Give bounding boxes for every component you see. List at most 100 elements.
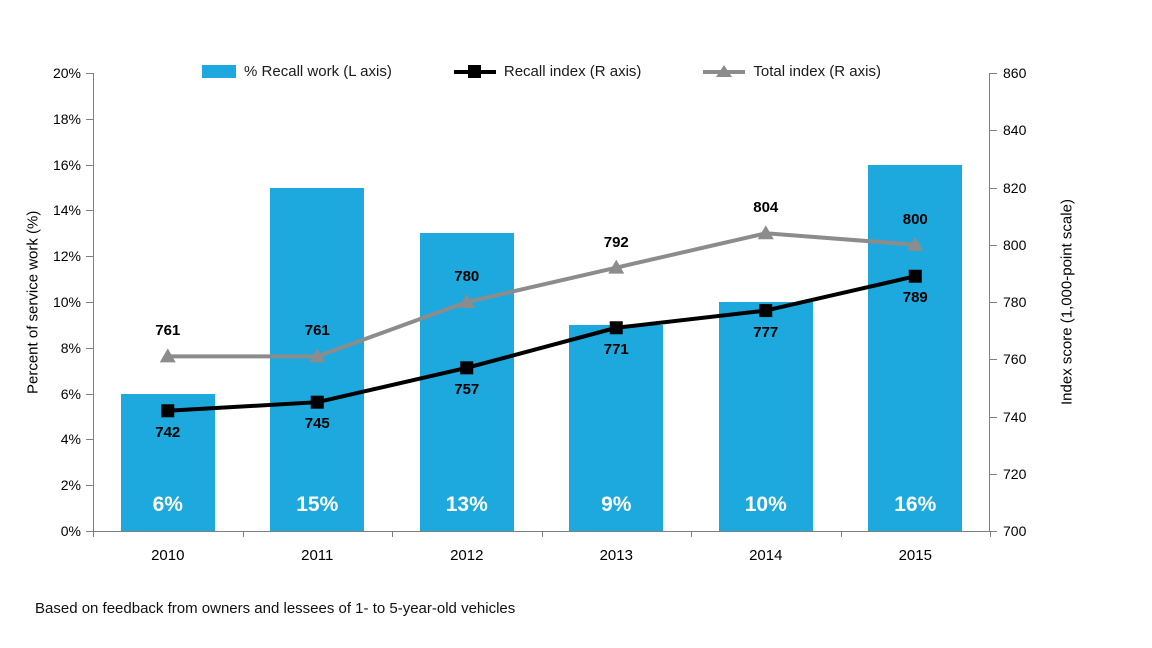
legend: % Recall work (L axis) Recall index (R a… <box>93 58 990 84</box>
bar-value-label: 10% <box>744 493 787 516</box>
recall-index-marker <box>908 269 922 283</box>
x-axis-tick <box>392 531 393 537</box>
recall-index-marker <box>609 321 623 335</box>
y-left-tick <box>86 393 93 395</box>
y-left-tick <box>86 531 93 532</box>
triangle-marker-line-icon <box>703 64 746 79</box>
y-left-tick-label: 16% <box>52 156 81 173</box>
y-left-tick <box>86 347 93 349</box>
recall-index-marker <box>310 395 324 409</box>
y-left-tick <box>86 118 93 120</box>
total-index-marker <box>907 236 924 251</box>
square-marker-line-icon <box>453 64 496 79</box>
recall-index-value-label: 745 <box>304 415 330 433</box>
total-index-marker <box>159 348 176 363</box>
y-right-tick-label: 720 <box>1003 465 1027 482</box>
x-tick-label: 2011 <box>301 547 334 564</box>
y-left-tick <box>86 485 93 487</box>
total-index-value-label: 761 <box>155 322 181 340</box>
y-left-tick-label: 6% <box>60 385 81 402</box>
bar-swatch-icon <box>202 64 237 78</box>
total-index-value-label: 761 <box>304 322 330 340</box>
bar-2013 <box>569 324 664 531</box>
x-axis-tick <box>990 531 991 537</box>
x-tick-label: 2010 <box>151 547 185 564</box>
recall-index-value-label: 757 <box>454 380 480 398</box>
x-axis-tick <box>691 531 692 537</box>
y-right-tick-label: 820 <box>1003 179 1027 196</box>
total-index-marker <box>757 225 774 240</box>
x-tick-label: 2014 <box>749 547 783 564</box>
y-left-tick <box>86 439 93 441</box>
recall-index-value-label: 777 <box>753 323 779 341</box>
y-left-tick-label: 2% <box>60 477 81 494</box>
total-index-marker <box>458 294 475 308</box>
y-right-tick <box>990 359 997 361</box>
y-right-tick-label: 740 <box>1003 408 1027 425</box>
bar-value-label: 16% <box>894 493 937 516</box>
total-index-line <box>167 231 916 359</box>
total-index-value-label: 800 <box>902 210 928 228</box>
legend-label: Recall index (R axis) <box>503 62 642 80</box>
x-tick-label: 2013 <box>599 547 633 564</box>
y-right-tick-label: 760 <box>1003 351 1027 368</box>
total-index-value-label: 804 <box>753 199 779 217</box>
recall-index-marker <box>759 304 773 318</box>
legend-item-recall-index: Recall index (R axis) <box>453 62 642 80</box>
bar-2012 <box>419 233 514 531</box>
total-index-value-label: 792 <box>603 233 629 251</box>
y-right-tick <box>990 244 997 246</box>
y-right-tick <box>990 73 997 74</box>
total-index-marker <box>309 348 326 363</box>
bar-value-label: 6% <box>152 493 183 516</box>
y-left-tick-label: 10% <box>52 294 81 310</box>
y-left-tick <box>86 302 93 303</box>
y-right-tick-label: 700 <box>1003 523 1027 539</box>
y-right-tick <box>990 130 997 132</box>
recall-index-value-label: 789 <box>902 289 928 307</box>
legend-item-total-index: Total index (R axis) <box>703 63 881 80</box>
bar-value-label: 13% <box>445 493 488 516</box>
footnote: Based on feedback from owners and lessee… <box>35 600 516 617</box>
legend-item-recall-work: % Recall work (L axis) <box>202 63 392 80</box>
y-left-tick <box>86 164 93 166</box>
x-axis-tick <box>93 531 94 537</box>
bar-value-label: 9% <box>601 493 632 516</box>
line-series-layer <box>159 225 924 418</box>
legend-label: Total index (R axis) <box>753 62 881 80</box>
recall-index-line <box>167 274 916 413</box>
x-axis-tick <box>840 531 842 537</box>
y-left-tick-label: 20% <box>52 65 81 81</box>
recall-index-value-label: 742 <box>155 423 181 441</box>
right-axis-title: Index score (1,000-point scale) <box>1058 199 1076 405</box>
y-left-tick-label: 0% <box>60 523 81 539</box>
y-right-tick <box>990 531 997 532</box>
y-right-tick-label: 860 <box>1003 65 1027 81</box>
bar-value-label: 15% <box>296 493 339 516</box>
y-left-tick-label: 18% <box>52 110 81 127</box>
y-right-tick <box>990 187 997 189</box>
y-left-tick-label: 12% <box>52 248 81 265</box>
x-tick-label: 2015 <box>898 547 932 564</box>
bar-2014 <box>718 302 813 531</box>
y-left-tick-label: 4% <box>60 431 81 448</box>
y-left-tick <box>86 210 93 212</box>
recall-index-marker <box>460 361 474 375</box>
bar-2015 <box>868 164 963 531</box>
recall-index-value-label: 771 <box>603 340 629 358</box>
total-index-marker <box>608 259 625 274</box>
y-left-tick <box>86 73 93 74</box>
x-axis-tick <box>541 531 543 537</box>
y-left-tick-label: 8% <box>60 339 81 356</box>
left-axis-line <box>93 73 94 532</box>
y-right-tick <box>990 416 997 418</box>
y-right-tick <box>990 473 997 475</box>
y-right-tick-label: 780 <box>1003 294 1027 310</box>
x-axis-tick <box>242 531 244 537</box>
y-right-tick-label: 840 <box>1003 122 1027 139</box>
y-right-tick <box>990 302 997 303</box>
y-left-tick <box>86 256 93 258</box>
right-axis-line <box>989 73 990 532</box>
y-left-tick-label: 14% <box>52 202 81 219</box>
